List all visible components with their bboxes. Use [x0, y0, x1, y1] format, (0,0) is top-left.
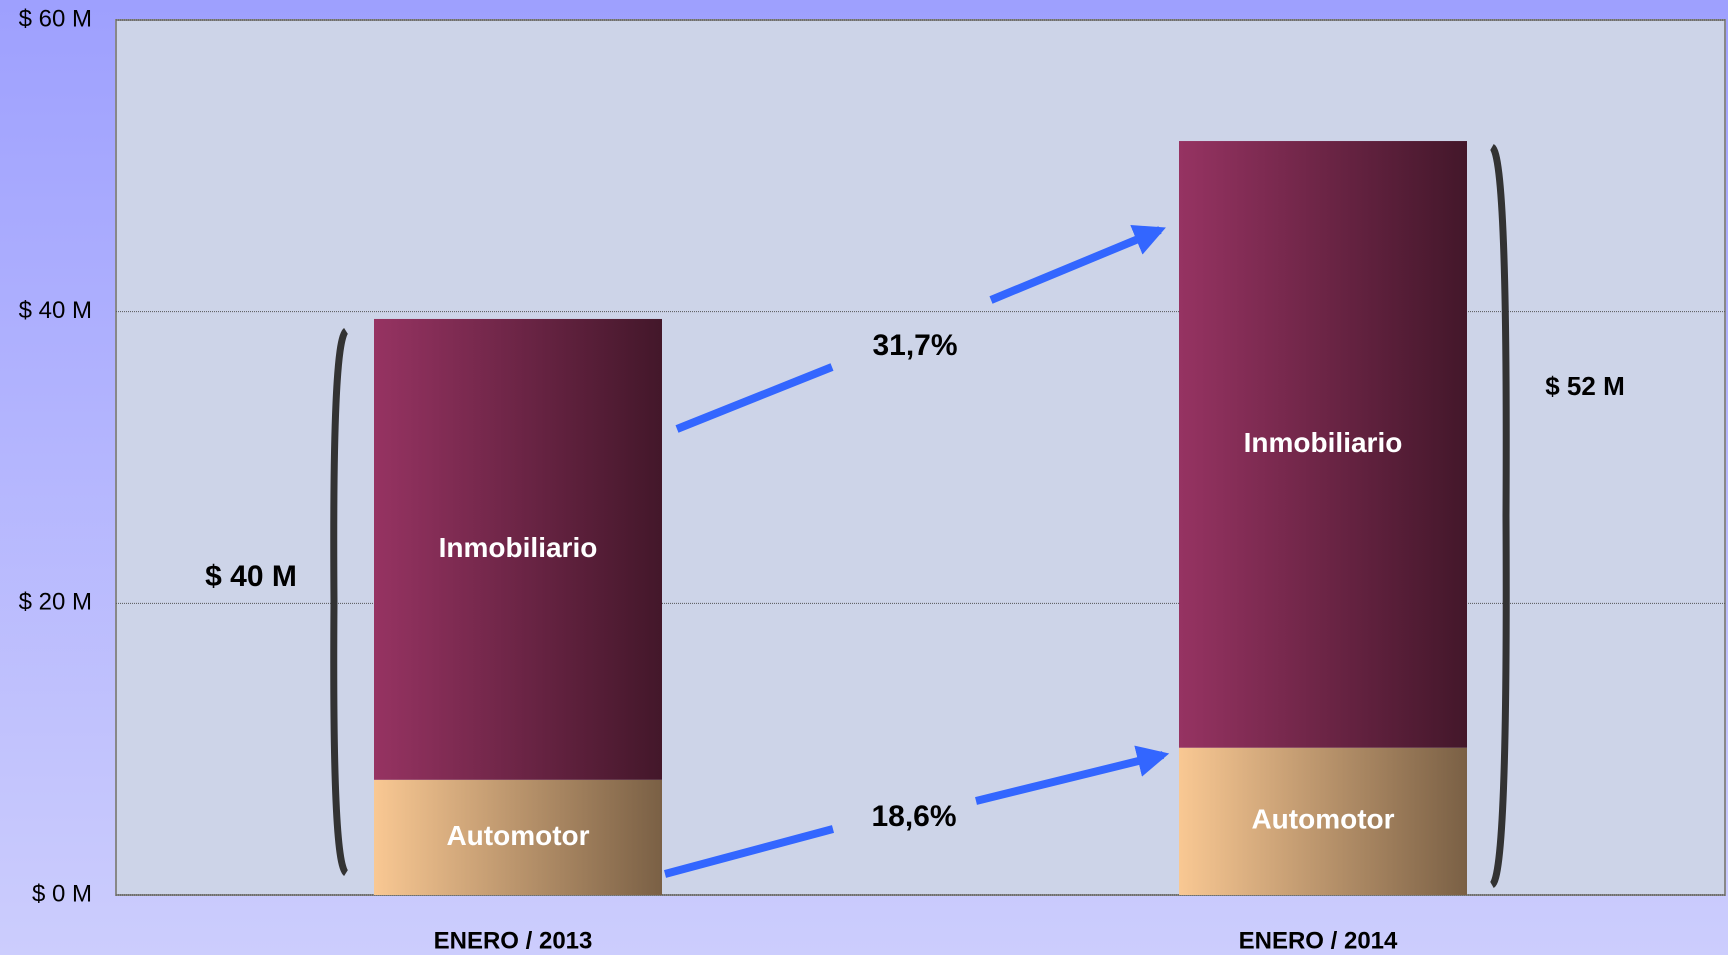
y-tick-label: $ 20 M: [19, 589, 92, 616]
growth-label: 18,6%: [871, 800, 956, 833]
bracket: [1489, 143, 1510, 889]
arrow: [663, 825, 835, 878]
bar-segment: [374, 318, 662, 780]
segment-label: Automotor: [446, 820, 589, 851]
bar-segment: [1179, 747, 1467, 895]
arrow: [675, 363, 834, 433]
segment-label: Automotor: [1251, 804, 1394, 835]
bracket: [330, 328, 349, 876]
x-tick-label: ENERO / 2013: [434, 927, 593, 954]
y-tick-label: $ 40 M: [19, 297, 92, 324]
bar-segment: [374, 779, 662, 895]
arrow: [989, 225, 1166, 304]
bar-segment: [1179, 141, 1467, 748]
y-tick-label: $ 0 M: [32, 880, 92, 907]
x-tick-label: ENERO / 2014: [1239, 927, 1398, 954]
arrow: [975, 745, 1170, 805]
y-tick-label: $ 60 M: [19, 5, 92, 32]
growth-label: 31,7%: [872, 329, 957, 362]
total-label: $ 40 M: [205, 560, 297, 593]
total-label: $ 52 M: [1545, 371, 1625, 401]
arrows: [663, 225, 1170, 878]
segment-label: Inmobiliario: [1244, 427, 1403, 458]
plot-area: [115, 19, 1726, 896]
segment-label: Inmobiliario: [439, 532, 598, 563]
